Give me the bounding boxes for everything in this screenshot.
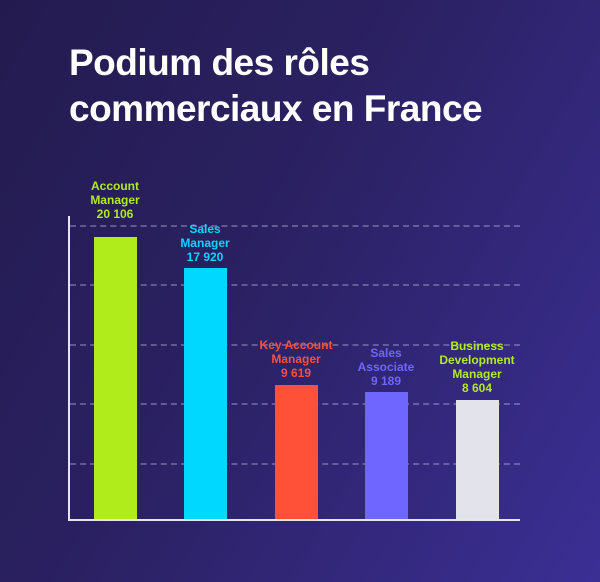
title-line-1: Podium des rôles	[69, 42, 370, 83]
bar-business-development-manager	[456, 400, 499, 520]
bar-key-account-manager	[275, 385, 318, 520]
bar-label-business-development-manager: Business Development Manager 8 604	[422, 339, 532, 395]
gridline	[70, 284, 520, 286]
label-line: Account	[91, 179, 139, 193]
chart-title: Podium des rôles commerciaux en France	[69, 40, 569, 132]
y-axis	[68, 216, 70, 521]
label-line: Development	[439, 353, 515, 367]
gridline	[70, 344, 520, 346]
value-label: 8 604	[461, 381, 493, 395]
label-line: Sales	[370, 346, 402, 360]
bar-label-sales-manager: Sales Manager 17 920	[150, 222, 260, 264]
x-axis	[68, 519, 520, 521]
bar-label-account-manager: Account Manager 20 106	[60, 179, 170, 221]
bar-label-key-account-manager: Key Account Manager 9 619	[241, 338, 351, 380]
bar-sales-manager	[184, 268, 227, 520]
label-line: Manager	[90, 193, 140, 207]
bar-account-manager	[94, 237, 137, 520]
label-line: Business	[450, 339, 504, 353]
value-label: 9 619	[280, 366, 312, 380]
bar-sales-associate	[365, 392, 408, 520]
label-line: Manager	[180, 236, 230, 250]
value-label: 17 920	[186, 250, 224, 264]
label-line: Sales	[189, 222, 221, 236]
label-line: Associate	[357, 360, 415, 374]
label-line: Key Account	[259, 338, 333, 352]
label-line: Manager	[452, 367, 502, 381]
title-line-2: commerciaux en France	[69, 88, 483, 129]
gridline	[70, 225, 520, 227]
value-label: 20 106	[96, 207, 134, 221]
bar-label-sales-associate: Sales Associate 9 189	[331, 346, 441, 388]
label-line: Manager	[271, 352, 321, 366]
value-label: 9 189	[370, 374, 402, 388]
